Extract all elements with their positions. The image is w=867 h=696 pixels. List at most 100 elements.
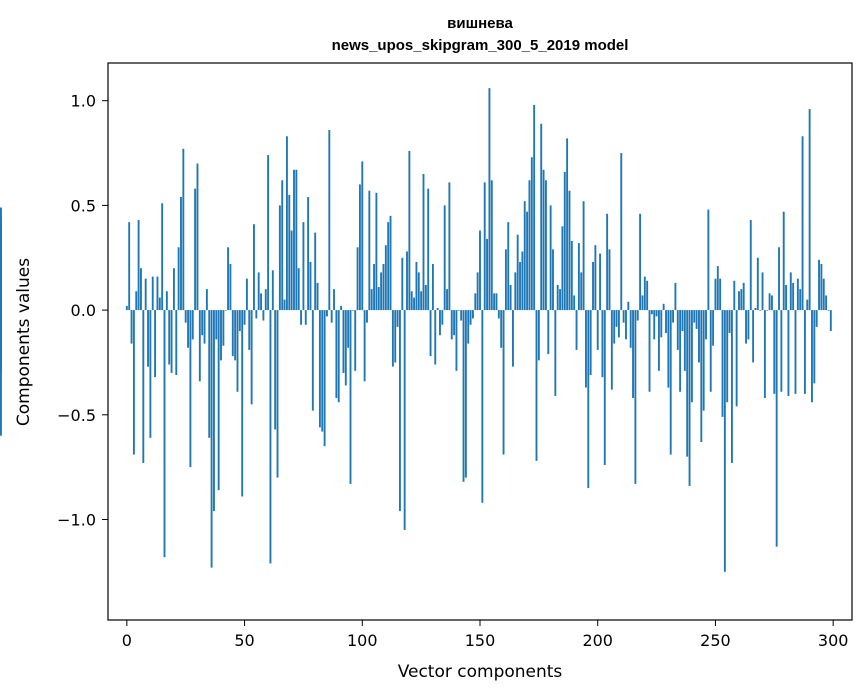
x-tick-label: 250	[700, 631, 731, 650]
bar	[304, 310, 307, 325]
bar	[363, 310, 366, 382]
bar	[196, 163, 199, 311]
bar	[738, 291, 740, 311]
x-axis-label: Vector components	[398, 662, 563, 682]
bar	[220, 310, 222, 361]
bar	[808, 109, 811, 311]
bar	[556, 284, 559, 311]
bar	[276, 310, 279, 478]
bar	[504, 249, 507, 311]
x-axis: 0 50 100 150 200 250 300	[122, 620, 849, 650]
bar	[686, 310, 689, 457]
bar	[773, 310, 776, 394]
bar	[568, 190, 571, 311]
bar	[811, 310, 813, 403]
bar	[756, 257, 759, 311]
bar	[740, 289, 743, 311]
bar	[337, 310, 340, 403]
bar	[314, 232, 317, 311]
bar	[321, 310, 324, 432]
bar	[747, 310, 750, 340]
bar	[238, 310, 241, 332]
bar	[158, 297, 161, 311]
bar	[203, 310, 206, 344]
bar	[156, 276, 159, 311]
bar	[210, 310, 213, 568]
bar	[201, 310, 204, 336]
bar	[752, 310, 755, 363]
bar	[707, 209, 710, 311]
bar	[262, 310, 265, 321]
bar	[559, 289, 561, 311]
y-tick-label: 0.0	[71, 301, 96, 320]
bar	[655, 310, 658, 317]
bar	[297, 268, 300, 311]
bar	[497, 310, 500, 319]
bar	[168, 310, 171, 365]
bar	[745, 310, 747, 344]
bar	[712, 310, 715, 346]
bar	[801, 136, 804, 311]
bar	[453, 310, 456, 336]
bar	[278, 205, 281, 311]
bar	[264, 289, 267, 311]
bar	[813, 310, 816, 384]
bar	[307, 197, 310, 311]
bar	[135, 291, 138, 311]
bar	[806, 299, 809, 311]
bar	[130, 310, 133, 344]
bar	[540, 123, 543, 311]
x-tick-label: 100	[347, 631, 378, 650]
bar	[653, 310, 656, 340]
bar	[198, 310, 201, 382]
bar	[822, 278, 825, 311]
bar	[328, 130, 331, 311]
bar	[785, 284, 788, 311]
bar	[125, 305, 128, 311]
bar	[229, 264, 232, 311]
bar	[780, 310, 783, 392]
bar	[175, 310, 178, 375]
bar	[547, 310, 550, 355]
bar	[766, 310, 769, 311]
bar	[620, 153, 623, 311]
bar	[165, 291, 168, 311]
x-tick-label: 50	[234, 631, 254, 650]
bar	[448, 182, 451, 311]
bar	[749, 220, 752, 311]
bar	[787, 310, 790, 396]
bar	[227, 247, 230, 311]
bar	[636, 310, 639, 321]
bar	[523, 201, 526, 311]
y-axis: −1.0 −0.5 0.0 0.5 1.0	[57, 92, 108, 529]
bar	[245, 278, 248, 311]
bar	[344, 310, 347, 386]
bar	[260, 293, 262, 311]
bar	[726, 310, 729, 403]
bar	[514, 272, 517, 311]
bar	[436, 308, 439, 311]
bar	[528, 180, 531, 311]
bar	[542, 169, 545, 311]
bar	[406, 251, 408, 311]
bar	[709, 310, 712, 392]
bar	[184, 310, 187, 323]
bar	[815, 310, 818, 327]
bar	[248, 310, 251, 350]
bar	[354, 310, 357, 371]
bar	[761, 272, 764, 311]
x-tick-label: 150	[465, 631, 496, 650]
bar	[302, 222, 305, 311]
bar	[387, 222, 390, 311]
x-tick-label: 300	[818, 631, 849, 650]
bar	[163, 310, 166, 558]
bar	[650, 310, 653, 315]
bar	[742, 282, 745, 311]
bar	[420, 291, 423, 311]
bar	[509, 284, 512, 311]
bar	[255, 310, 258, 319]
bar	[347, 310, 350, 348]
bar	[634, 310, 637, 484]
bar	[526, 211, 529, 311]
bar	[679, 310, 682, 392]
